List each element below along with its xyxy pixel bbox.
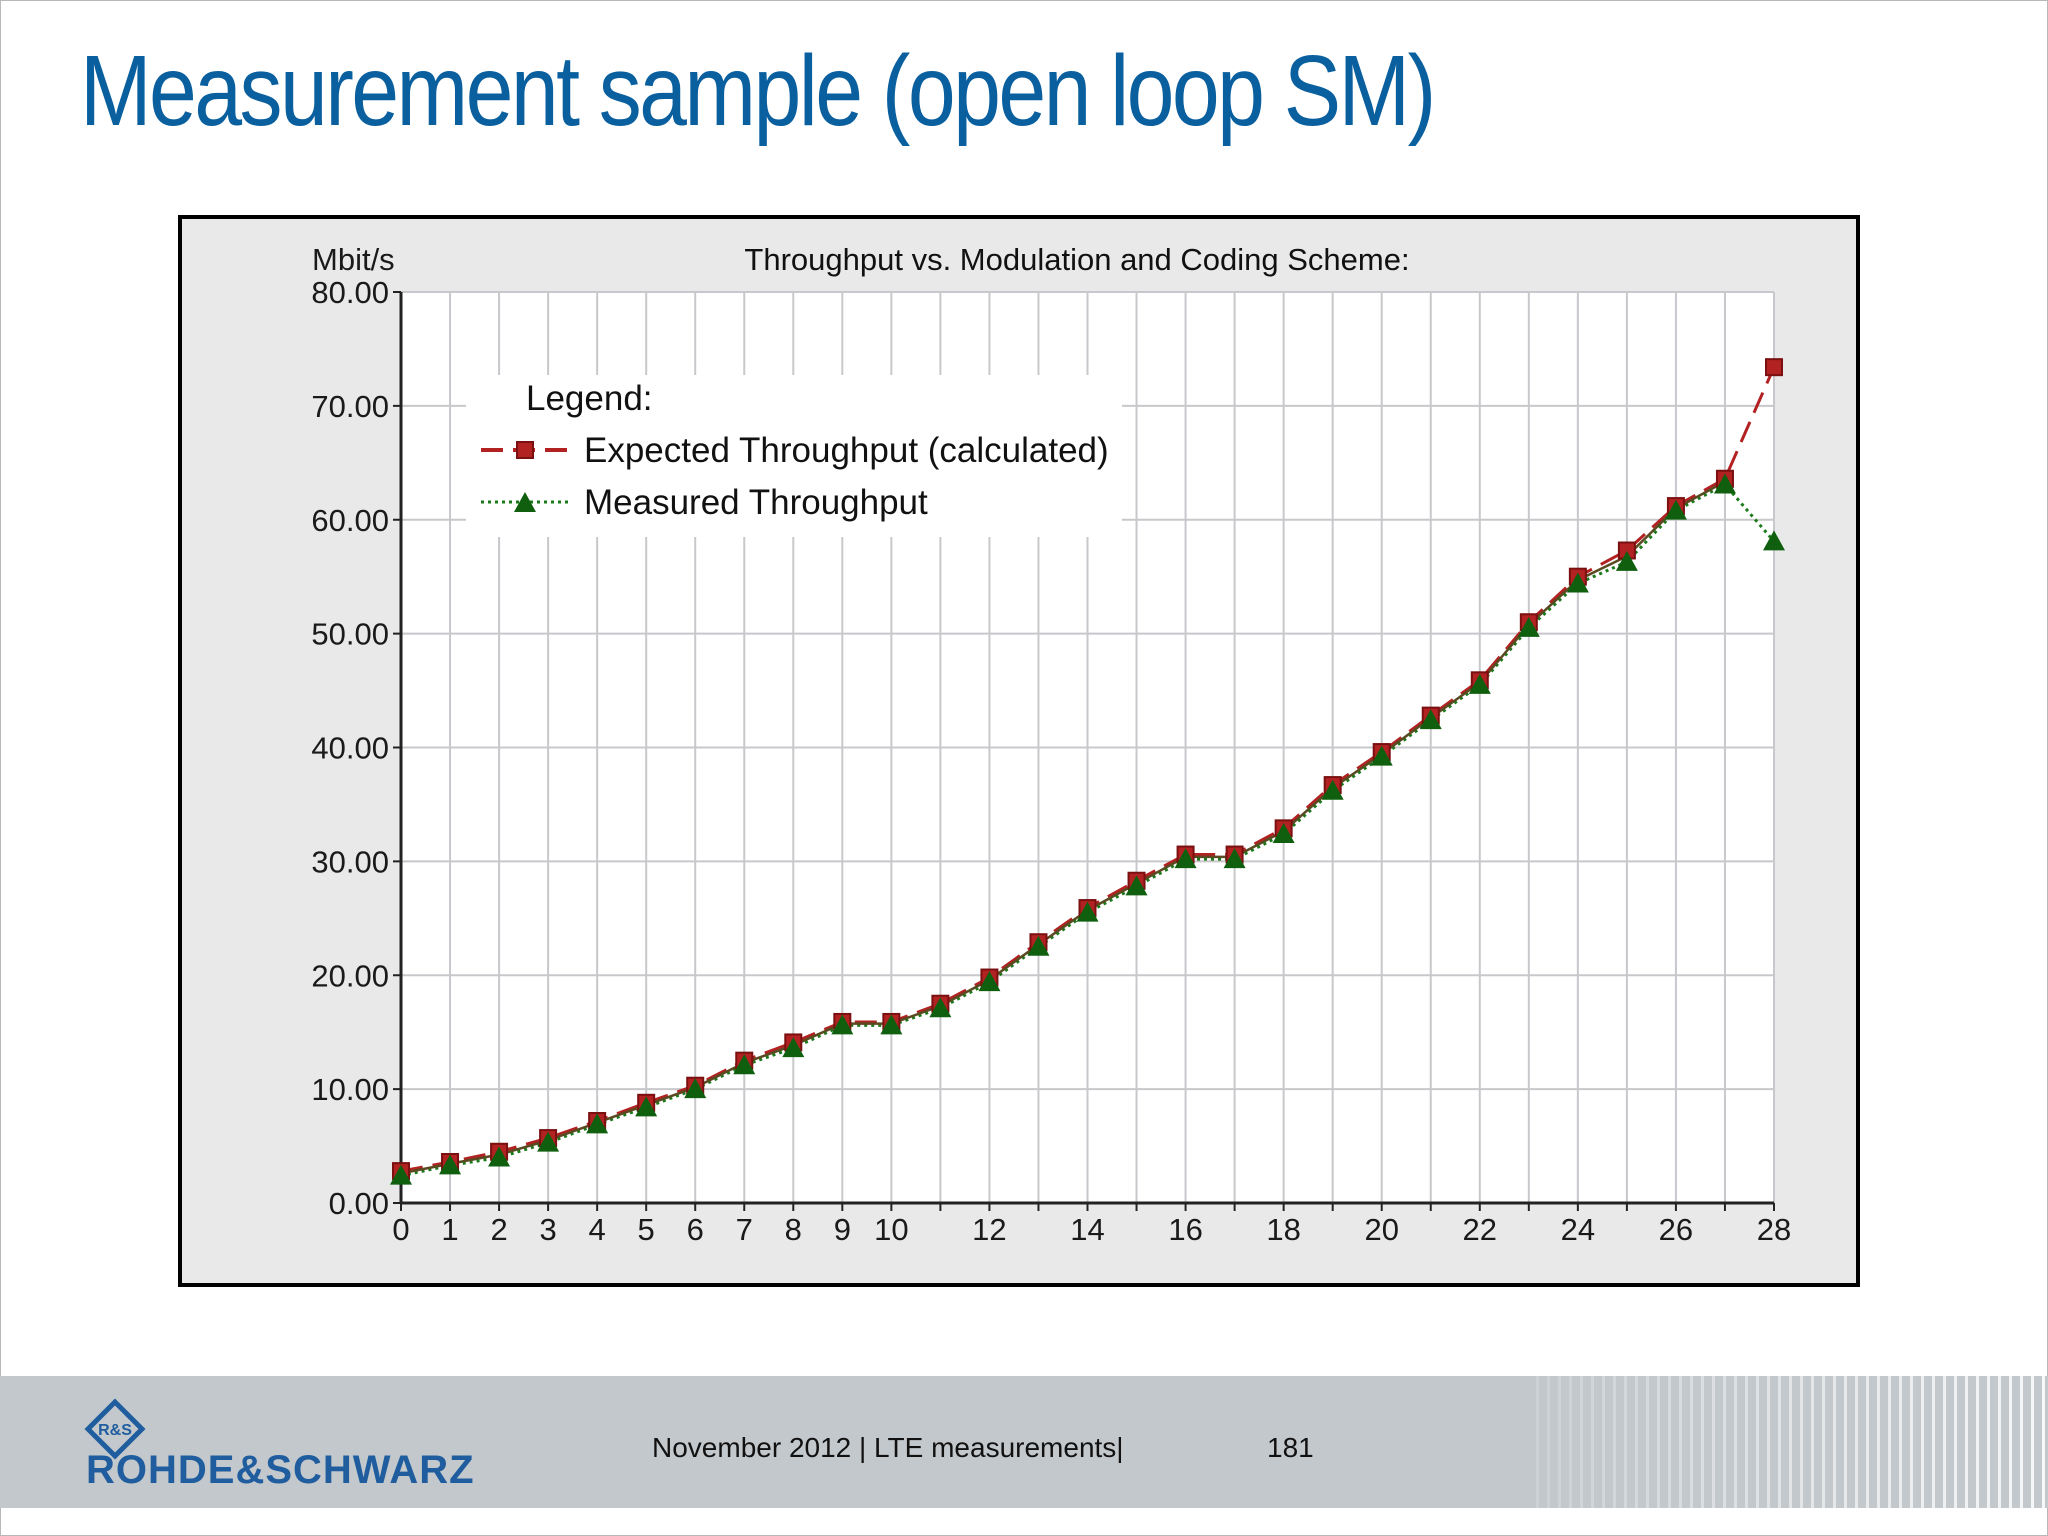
measured-point xyxy=(1615,550,1638,571)
x-tick-label: 26 xyxy=(1659,1212,1693,1247)
throughput-chart: 0.00 10.00 20.00 30.00 40.00 50.00 60.00 70.00 8… xyxy=(178,215,1860,1287)
measured-point xyxy=(1076,901,1099,922)
measured-point xyxy=(1370,745,1393,766)
measured-point xyxy=(1566,572,1589,593)
measured-point xyxy=(390,1164,412,1185)
measured-point xyxy=(1027,935,1050,956)
legend-measured-marker xyxy=(514,492,536,512)
chart-title: Throughput vs. Modulation and Coding Sch… xyxy=(744,242,1409,277)
x-tick-label: 18 xyxy=(1266,1212,1300,1247)
x-tick-label: 1 xyxy=(441,1212,458,1247)
series-overlap-line xyxy=(400,480,1726,1175)
measured-point xyxy=(978,971,1001,992)
x-tick-label: 14 xyxy=(1070,1212,1104,1247)
y-tick-label: 70.00 xyxy=(311,389,389,424)
measured-point xyxy=(1174,848,1197,869)
y-axis-unit-label: Mbit/s xyxy=(312,242,395,277)
expected-point xyxy=(1765,358,1783,377)
x-tick-labels: 0 1 2 3 4 5 6 7 8 9 10 12 14 16 18 20 22 24 26 28 xyxy=(392,1212,1791,1247)
x-tick-label: 20 xyxy=(1364,1212,1398,1247)
x-tick-label: 12 xyxy=(972,1212,1006,1247)
legend-box xyxy=(466,375,1122,537)
x-tick-label: 22 xyxy=(1463,1212,1497,1247)
x-tick-label: 10 xyxy=(874,1212,908,1247)
measured-point xyxy=(1125,875,1148,896)
x-tick-label: 5 xyxy=(638,1212,655,1247)
x-tick-label: 2 xyxy=(490,1212,507,1247)
rohde-schwarz-logo-mark: R&S xyxy=(84,1398,146,1460)
legend: Legend: Expected Throughput (calculated)… xyxy=(466,375,1122,537)
measured-point xyxy=(1664,499,1687,520)
measured-point xyxy=(1223,848,1246,869)
measured-point xyxy=(439,1154,462,1175)
footer-date-topic: November 2012 | LTE measurements| xyxy=(652,1432,1124,1463)
measured-point xyxy=(929,997,952,1018)
x-tick-label: 9 xyxy=(834,1212,851,1247)
y-tick-label: 10.00 xyxy=(311,1072,389,1107)
measured-point xyxy=(1713,473,1736,494)
y-tick-label: 20.00 xyxy=(311,958,389,993)
axes xyxy=(393,291,1775,1211)
y-tick-label: 0.00 xyxy=(329,1186,389,1221)
x-tick-label: 6 xyxy=(687,1212,704,1247)
footer-bar xyxy=(0,1376,2048,1508)
y-tick-label: 40.00 xyxy=(311,731,389,766)
footer-stripes-decoration xyxy=(1528,1376,2048,1508)
measured-point xyxy=(1468,673,1491,694)
measured-point xyxy=(1763,530,1785,551)
x-tick-label: 24 xyxy=(1561,1212,1595,1247)
measured-point xyxy=(537,1131,560,1152)
footer-page-number: 181 xyxy=(1267,1432,1314,1463)
measured-point xyxy=(831,1014,854,1035)
y-tick-label: 60.00 xyxy=(311,503,389,538)
measured-point xyxy=(733,1054,756,1075)
measured-point xyxy=(1321,779,1344,800)
y-tick-label: 30.00 xyxy=(311,844,389,879)
measured-point xyxy=(1517,616,1540,637)
legend-expected-marker xyxy=(516,441,534,459)
measured-point xyxy=(586,1113,609,1134)
series-markers xyxy=(390,358,1785,1185)
measured-point xyxy=(684,1078,707,1099)
x-tick-label: 16 xyxy=(1168,1212,1202,1247)
legend-measured-label: Measured Throughput xyxy=(584,483,928,522)
measured-point xyxy=(880,1014,903,1035)
legend-expected-label: Expected Throughput (calculated) xyxy=(584,431,1109,470)
x-tick-label: 3 xyxy=(539,1212,556,1247)
measured-point xyxy=(1272,823,1295,844)
legend-title: Legend: xyxy=(526,379,653,418)
x-tick-label: 4 xyxy=(589,1212,606,1247)
y-tick-label: 50.00 xyxy=(311,617,389,652)
x-tick-label: 7 xyxy=(736,1212,753,1247)
x-tick-label: 8 xyxy=(785,1212,802,1247)
y-tick-label: 80.00 xyxy=(311,275,389,310)
measured-point xyxy=(1419,709,1442,730)
slide-title: Measurement sample (open loop SM) xyxy=(80,35,1436,147)
measured-point xyxy=(782,1037,805,1058)
svg-text:R&S: R&S xyxy=(98,1422,132,1439)
x-tick-label: 28 xyxy=(1757,1212,1791,1247)
rohde-schwarz-logo-text: ROHDE&SCHWARZ xyxy=(86,1448,475,1492)
measured-point xyxy=(488,1146,511,1167)
x-tick-label: 0 xyxy=(392,1212,409,1247)
y-tick-labels: 0.00 10.00 20.00 30.00 40.00 50.00 60.00 70.00 8… xyxy=(311,275,389,1221)
measured-point xyxy=(635,1096,658,1117)
